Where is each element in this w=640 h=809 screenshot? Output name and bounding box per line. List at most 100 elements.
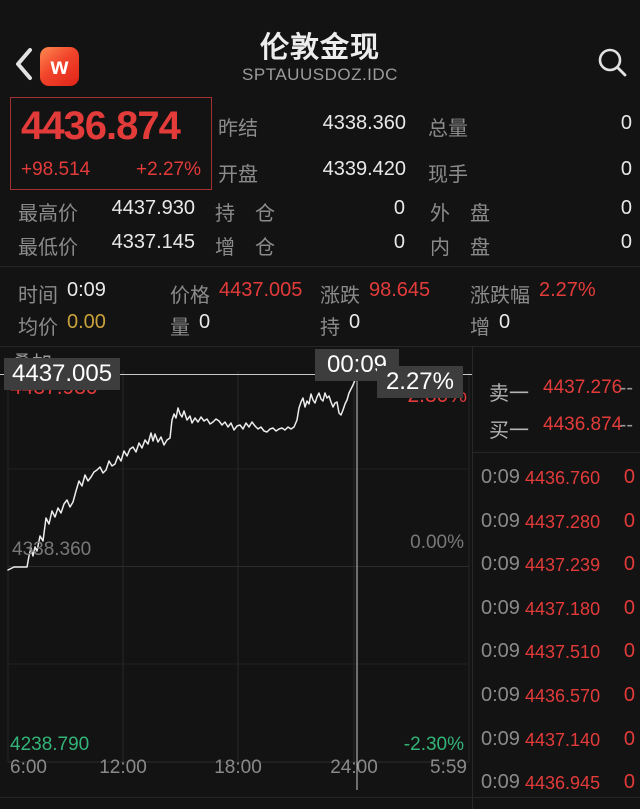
trade-qty: 0 [623, 683, 635, 706]
trade-row: 0:09 4436.570 0 [473, 674, 640, 718]
wind-logo-letter: w [50, 53, 69, 79]
trade-price: 4437.180 [525, 598, 601, 619]
field-label: 持 [320, 317, 340, 339]
field-value: 0 [620, 112, 632, 134]
field-label: 外 盘 [430, 203, 490, 225]
field-value: 2.27% [539, 279, 596, 301]
field-label: 涨跌 [320, 285, 360, 307]
field-value: 0 [393, 197, 405, 219]
time-tick: 18:00 [214, 757, 262, 778]
divider [473, 452, 640, 453]
trade-qty: 0 [623, 640, 635, 663]
trade-row: 0:09 4436.945 0 [473, 761, 640, 805]
field-label: 总量 [428, 118, 468, 140]
trade-time: 0:09 [481, 466, 520, 488]
crosshair-info-row: 时间 0:09 价格 4437.005 涨跌 98.645 涨跌幅 2.27% [0, 279, 640, 307]
trade-qty: 0 [623, 727, 635, 750]
crosshair-price-tooltip: 4437.005 [4, 358, 121, 390]
bid-row: 买一 4436.874 -- [473, 414, 640, 442]
time-axis: 6:00 12:00 18:00 24:00 5:59 [0, 757, 472, 781]
field-value: 4339.420 [322, 158, 406, 180]
field-label: 最高价 [18, 203, 78, 225]
field-value: 0 [620, 197, 632, 219]
field-value: 0 [620, 231, 632, 253]
trade-price: 4436.570 [525, 685, 601, 706]
trade-qty: 0 [623, 466, 635, 488]
field-label: 涨跌幅 [470, 285, 530, 307]
field-label: 现手 [428, 164, 468, 186]
price-change: +98.514 [21, 159, 91, 180]
wind-logo[interactable]: w [40, 47, 79, 86]
chart-canvas [0, 370, 472, 790]
chart-low-label: 4238.790 [10, 734, 90, 755]
bid-qty: -- [619, 414, 633, 436]
trade-qty: 0 [623, 771, 635, 794]
ask-qty: -- [619, 377, 633, 399]
trade-list[interactable]: 0:09 4436.760 0 0:09 4437.280 0 0:09 443… [473, 456, 640, 809]
trade-price: 4436.760 [525, 468, 601, 488]
divider [0, 797, 640, 798]
time-tick: 5:59 [430, 757, 467, 778]
bid-label: 买一 [489, 420, 529, 442]
search-button[interactable] [592, 44, 632, 84]
crosshair-pct-tooltip: 2.27% [376, 366, 463, 398]
bid-price: 4436.874 [543, 414, 623, 435]
trade-qty: 0 [623, 553, 635, 576]
trade-time: 0:09 [481, 727, 520, 750]
field-label: 时间 [18, 285, 58, 307]
time-tick: 12:00 [99, 757, 147, 778]
field-label: 持 仓 [215, 203, 275, 225]
last-price-box: 4436.874 +98.514 +2.27% [10, 97, 212, 190]
trade-time: 0:09 [481, 596, 520, 619]
trade-price: 4436.945 [525, 773, 601, 794]
trade-row: 0:09 4437.280 0 [473, 500, 640, 544]
field-value: 4437.930 [111, 197, 195, 219]
divider [0, 346, 640, 347]
trade-price: 4437.280 [525, 511, 601, 532]
field-label: 增 [470, 317, 490, 339]
trade-row: 0:09 4437.180 0 [473, 587, 640, 631]
field-label: 量 [170, 317, 190, 339]
field-value: 4437.005 [219, 279, 303, 301]
divider [0, 266, 640, 267]
trade-time: 0:09 [481, 683, 520, 706]
ask-price: 4437.276 [543, 377, 623, 398]
trade-qty: 0 [623, 509, 635, 532]
field-label: 最低价 [18, 237, 78, 259]
field-label: 价格 [170, 285, 210, 307]
field-value: 4337.145 [111, 231, 195, 253]
stats-row: 最低价 4337.145 增 仓 0 内 盘 0 [0, 231, 640, 259]
field-value: 0.00 [67, 311, 106, 333]
field-value: 0:09 [67, 279, 106, 301]
price-change-pct: +2.27% [136, 159, 201, 180]
trade-price: 4437.239 [525, 555, 601, 576]
field-label: 昨结 [218, 118, 258, 140]
trade-row: 0:09 4437.510 0 [473, 630, 640, 674]
symbol-code: SPTAUUSDOZ.IDC [242, 65, 398, 84]
ask-row: 卖一 4437.276 -- [473, 377, 640, 405]
last-price: 4436.874 [21, 104, 181, 148]
trade-time: 0:09 [481, 640, 520, 663]
back-button[interactable] [8, 46, 40, 86]
trade-qty: 0 [623, 596, 635, 619]
chart-pct-mid-label: 0.00% [410, 532, 464, 553]
time-tick: 6:00 [10, 757, 47, 778]
intraday-chart[interactable]: 叠加 4437.930 4338.360 4238.790 2.30% 0.00… [0, 346, 472, 809]
field-label: 内 盘 [430, 237, 490, 259]
field-value: 0 [393, 231, 405, 253]
price-polyline [7, 374, 358, 571]
chart-prevclose-label: 4338.360 [12, 539, 92, 560]
search-icon [596, 46, 628, 83]
field-value: 0 [499, 311, 511, 333]
order-book-panel: 卖一 4437.276 -- 买一 4436.874 -- 0:09 4436.… [472, 346, 640, 809]
trade-price: 4437.140 [525, 729, 601, 750]
trade-row: 0:09 4437.140 0 [473, 718, 640, 762]
field-label: 开盘 [218, 164, 258, 186]
trade-time: 0:09 [481, 553, 520, 576]
page-title: 伦敦金现 [259, 32, 380, 64]
trade-row: 0:09 4436.760 0 [473, 456, 640, 500]
field-value: 0 [349, 311, 361, 333]
field-label: 均价 [18, 317, 58, 339]
